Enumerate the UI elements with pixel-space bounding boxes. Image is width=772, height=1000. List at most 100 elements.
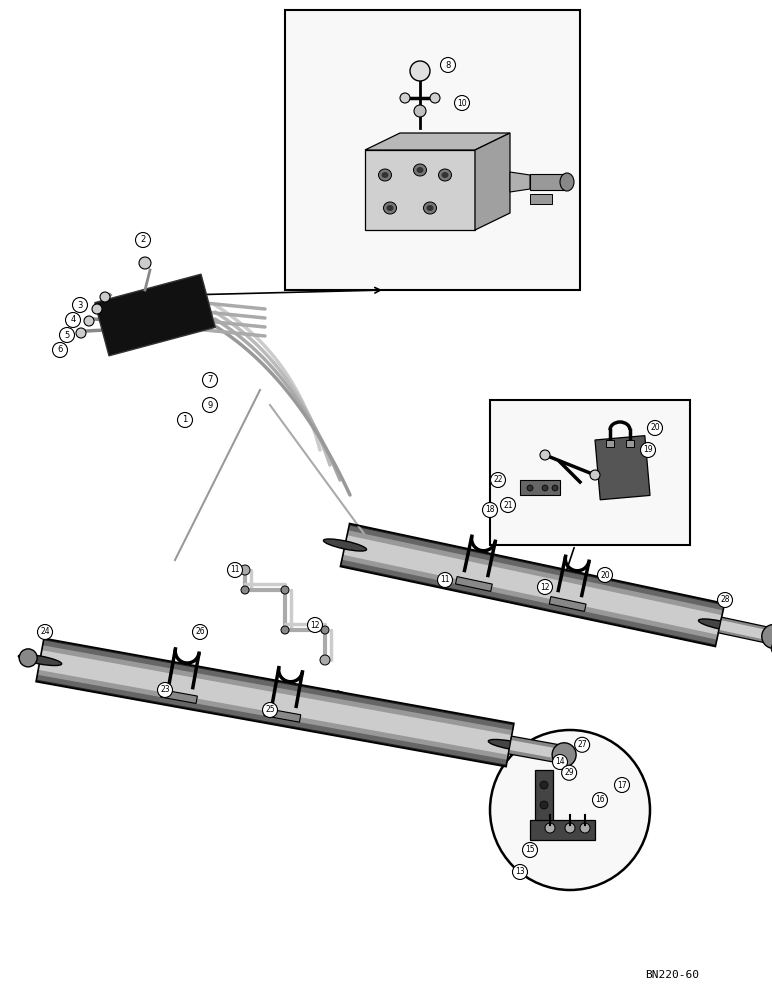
Circle shape xyxy=(490,730,650,890)
Polygon shape xyxy=(719,620,772,641)
Circle shape xyxy=(19,649,37,667)
Polygon shape xyxy=(95,274,215,356)
Text: 10: 10 xyxy=(457,99,467,107)
Circle shape xyxy=(59,328,75,342)
Ellipse shape xyxy=(417,167,424,173)
Circle shape xyxy=(527,485,533,491)
Ellipse shape xyxy=(384,202,397,214)
Ellipse shape xyxy=(560,173,574,191)
Polygon shape xyxy=(509,736,566,764)
Text: 18: 18 xyxy=(486,506,495,514)
Text: 8: 8 xyxy=(445,60,451,70)
Polygon shape xyxy=(365,133,510,150)
Circle shape xyxy=(590,470,600,480)
Ellipse shape xyxy=(378,169,391,181)
Bar xyxy=(285,10,580,290)
Circle shape xyxy=(202,397,218,412)
Text: BN220-60: BN220-60 xyxy=(645,970,699,980)
Circle shape xyxy=(537,580,553,594)
Text: 24: 24 xyxy=(40,628,50,637)
Circle shape xyxy=(545,823,555,833)
Circle shape xyxy=(561,765,577,780)
Circle shape xyxy=(139,257,151,269)
Polygon shape xyxy=(39,650,512,755)
Text: 29: 29 xyxy=(564,768,574,777)
Circle shape xyxy=(320,655,330,665)
Circle shape xyxy=(542,485,548,491)
Text: 14: 14 xyxy=(555,758,565,766)
Circle shape xyxy=(482,502,497,518)
Circle shape xyxy=(202,372,218,387)
Text: 20: 20 xyxy=(600,570,610,580)
Circle shape xyxy=(307,617,323,633)
Bar xyxy=(530,194,552,204)
Ellipse shape xyxy=(414,164,426,176)
Circle shape xyxy=(552,485,558,491)
Text: 6: 6 xyxy=(57,346,63,355)
Circle shape xyxy=(540,801,548,809)
Circle shape xyxy=(100,292,110,302)
Circle shape xyxy=(66,312,80,328)
Bar xyxy=(530,174,565,190)
Circle shape xyxy=(136,232,151,247)
Text: 23: 23 xyxy=(160,686,170,694)
Ellipse shape xyxy=(424,202,436,214)
Ellipse shape xyxy=(323,539,367,551)
Text: 2: 2 xyxy=(141,235,146,244)
Polygon shape xyxy=(340,523,725,647)
Circle shape xyxy=(281,586,289,594)
Ellipse shape xyxy=(381,172,388,178)
Text: 19: 19 xyxy=(643,446,653,454)
Polygon shape xyxy=(509,740,565,760)
Circle shape xyxy=(281,626,289,634)
Text: 17: 17 xyxy=(617,780,627,790)
Circle shape xyxy=(500,497,516,512)
Polygon shape xyxy=(37,645,513,760)
Circle shape xyxy=(552,743,576,767)
Circle shape xyxy=(73,298,87,312)
Circle shape xyxy=(76,328,86,338)
Ellipse shape xyxy=(19,654,62,666)
Circle shape xyxy=(540,781,548,789)
Circle shape xyxy=(641,442,655,458)
Text: 11: 11 xyxy=(230,566,240,574)
Polygon shape xyxy=(161,690,198,703)
Text: 26: 26 xyxy=(195,628,205,637)
Polygon shape xyxy=(36,640,513,765)
Bar xyxy=(490,400,690,545)
Polygon shape xyxy=(510,172,530,192)
Polygon shape xyxy=(365,150,475,230)
Circle shape xyxy=(92,304,102,314)
Text: 20: 20 xyxy=(650,424,660,432)
Polygon shape xyxy=(264,708,301,722)
Polygon shape xyxy=(549,597,586,611)
Circle shape xyxy=(438,572,452,587)
Bar xyxy=(606,440,614,447)
Circle shape xyxy=(262,702,277,718)
Circle shape xyxy=(513,864,527,880)
Text: 3: 3 xyxy=(77,300,83,310)
Circle shape xyxy=(455,96,469,110)
Circle shape xyxy=(648,420,662,436)
Circle shape xyxy=(574,737,590,752)
Text: 15: 15 xyxy=(525,846,535,854)
Circle shape xyxy=(592,792,608,808)
Text: 28: 28 xyxy=(720,595,730,604)
Polygon shape xyxy=(718,617,772,644)
Text: 1: 1 xyxy=(182,416,188,424)
Ellipse shape xyxy=(426,205,434,211)
Text: 9: 9 xyxy=(208,400,212,410)
Bar xyxy=(595,436,650,500)
Polygon shape xyxy=(475,133,510,230)
Circle shape xyxy=(565,823,575,833)
Circle shape xyxy=(523,842,537,857)
Text: 5: 5 xyxy=(64,330,69,340)
Ellipse shape xyxy=(387,205,394,211)
Text: 12: 12 xyxy=(310,620,320,630)
Circle shape xyxy=(540,450,550,460)
Text: 7: 7 xyxy=(208,375,213,384)
Circle shape xyxy=(414,105,426,117)
Circle shape xyxy=(240,565,250,575)
Bar xyxy=(530,820,595,840)
Ellipse shape xyxy=(442,172,449,178)
